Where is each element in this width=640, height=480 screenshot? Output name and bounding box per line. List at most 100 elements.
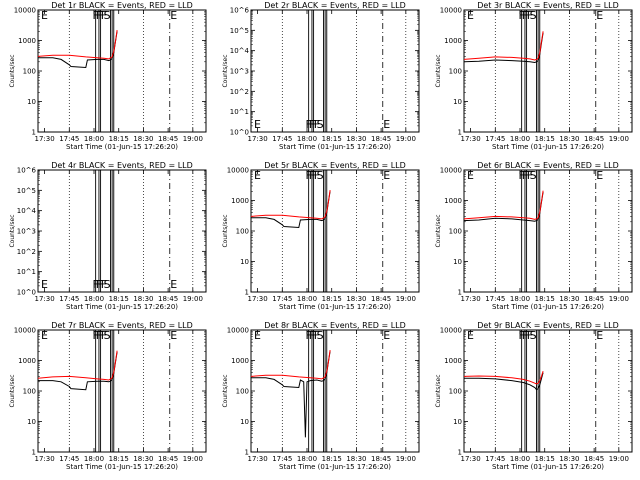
y-axis-label: Counts/sec [9,54,16,87]
x-tick-label: 17:45 [272,295,292,303]
marker-letter: F [309,329,315,342]
lld-series-line [463,190,544,220]
y-tick-label: 10 [240,418,249,426]
lld-series-line [37,30,118,60]
marker-letter: F [101,278,107,291]
x-tick-label: 18:45 [371,135,391,143]
y-tick-label: 1000 [18,357,36,365]
events-series-line [251,191,331,229]
chart-title: Det 1r BLACK = Events, RED = LLD [51,1,193,10]
x-tick-label: 19:00 [183,135,203,143]
marker-letter: F [96,329,102,342]
x-tick-label: 19:00 [396,135,416,143]
panel-6: Det 6r BLACK = Events, RED = LLD Counts/s… [435,161,633,311]
marker-letter: S [317,329,324,342]
x-axis-label: Start Time (01-Jun-15 17:26:20) [492,303,604,311]
start-marker-label: E [41,278,48,291]
y-tick-label: 10^3 [230,68,249,76]
marker-letter: F [523,169,529,182]
x-axis-label: Start Time (01-Jun-15 17:26:20) [279,143,391,151]
y-tick-label: 1 [32,449,36,457]
y-tick-label: 10^4 [17,207,37,215]
y-tick-label: 10^2 [17,248,36,256]
marker-letter: F [310,169,316,182]
lld-series-line [463,31,544,61]
y-tick-label: 100 [449,228,462,236]
y-axis-label: Counts/sec [435,54,442,87]
y-tick-label: 10^4 [230,47,250,55]
marker-letter: F [310,329,316,342]
x-tick-label: 17:30 [460,455,480,463]
x-tick-label: 18:00 [297,455,317,463]
y-tick-label: 100 [236,388,249,396]
marker-letter: S [104,9,111,22]
events-series-line [251,351,331,438]
x-tick-label: 18:45 [158,295,178,303]
marker-letter: F [101,329,107,342]
y-tick-label: 1000 [444,197,462,205]
x-tick-label: 18:00 [510,455,530,463]
start-marker-label: E [254,329,261,342]
x-tick-label: 18:15 [322,295,342,303]
x-tick-label: 18:30 [559,135,579,143]
chart-title: Det 8r BLACK = Events, RED = LLD [264,321,406,330]
marker-letter: F [314,329,320,342]
marker-letter: F [309,118,315,131]
lld-series-line [37,350,118,381]
panel-5: Det 5r BLACK = Events, RED = LLD Counts/s… [222,161,420,311]
x-tick-label: 18:00 [84,295,104,303]
marker-letter: F [518,329,524,342]
y-tick-label: 100 [23,68,36,76]
x-tick-label: 18:30 [133,455,153,463]
y-axis-label: Counts/sec [222,214,229,247]
y-tick-label: 100 [236,228,249,236]
x-tick-label: 18:00 [510,295,530,303]
marker-letter: F [314,118,320,131]
y-axis-label: Counts/sec [9,214,16,247]
marker-letter: F [523,329,529,342]
y-tick-label: 10^5 [230,27,249,35]
end-marker-label: E [596,329,603,342]
marker-letter: F [97,278,103,291]
start-marker-label: E [41,9,48,22]
marker-letter: F [305,329,311,342]
marker-letter: F [97,329,103,342]
lld-series-line [250,350,331,380]
y-tick-label: 10000 [14,7,36,15]
x-tick-label: 17:30 [34,135,54,143]
x-tick-label: 18:15 [109,295,129,303]
marker-letter: F [314,169,320,182]
y-tick-label: 1 [458,449,462,457]
y-tick-label: 10 [453,98,462,106]
y-tick-label: 10000 [440,327,462,335]
marker-letter: F [523,9,529,22]
marker-letter: F [92,9,98,22]
x-axis-label: Start Time (01-Jun-15 17:26:20) [492,143,604,151]
x-tick-label: 19:00 [396,455,416,463]
marker-letter: S [317,169,324,182]
y-tick-label: 10^6 [230,7,250,15]
x-tick-label: 17:45 [59,455,79,463]
y-tick-label: 1000 [18,37,36,45]
x-tick-label: 18:15 [109,135,129,143]
marker-letter: F [310,118,316,131]
marker-letter: F [522,169,528,182]
panel-4: Det 4r BLACK = Events, RED = LLD Counts/s… [9,161,207,311]
x-tick-label: 17:45 [272,455,292,463]
end-marker-label: E [383,169,390,182]
x-tick-label: 18:45 [371,455,391,463]
plot-frame [463,329,633,453]
x-tick-label: 17:30 [34,455,54,463]
marker-letter: F [518,169,524,182]
marker-letter: F [518,9,524,22]
x-tick-label: 18:45 [584,455,604,463]
x-tick-label: 18:30 [346,295,366,303]
y-tick-label: 10^0 [17,289,36,297]
end-marker-label: E [383,329,390,342]
y-tick-label: 10000 [440,167,462,175]
y-tick-label: 1 [458,129,462,137]
y-tick-label: 1000 [444,37,462,45]
marker-letter: F [522,329,528,342]
panel-2: Det 2r BLACK = Events, RED = LLD Counts/s… [222,1,420,151]
start-marker-label: E [467,9,474,22]
